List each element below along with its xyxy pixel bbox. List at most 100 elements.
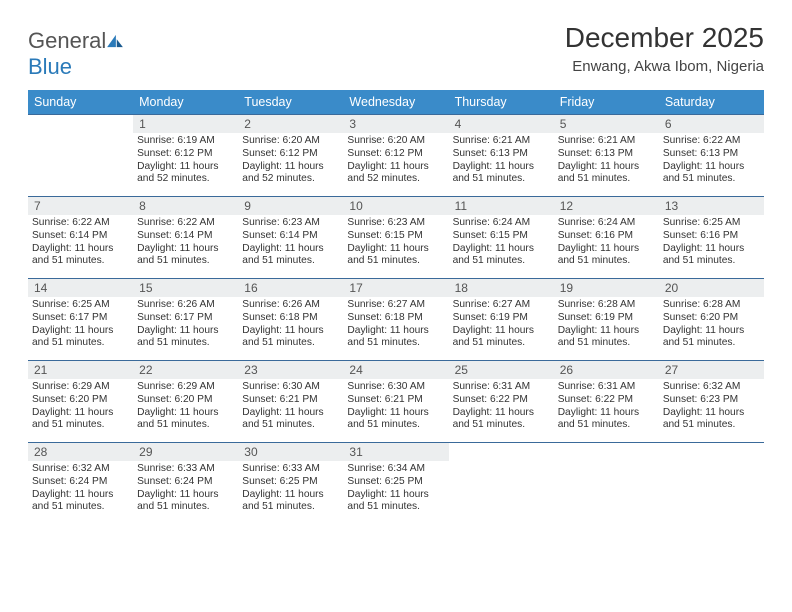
day-number: 5 xyxy=(554,115,659,133)
day-details: Sunrise: 6:30 AMSunset: 6:21 PMDaylight:… xyxy=(343,379,448,436)
calendar-cell: 14Sunrise: 6:25 AMSunset: 6:17 PMDayligh… xyxy=(28,279,133,361)
calendar-week-row: 14Sunrise: 6:25 AMSunset: 6:17 PMDayligh… xyxy=(28,279,764,361)
calendar-cell: 6Sunrise: 6:22 AMSunset: 6:13 PMDaylight… xyxy=(659,115,764,197)
day-details: Sunrise: 6:31 AMSunset: 6:22 PMDaylight:… xyxy=(449,379,554,436)
weekday-header: Monday xyxy=(133,90,238,115)
day-details: Sunrise: 6:32 AMSunset: 6:24 PMDaylight:… xyxy=(28,461,133,518)
day-details: Sunrise: 6:28 AMSunset: 6:20 PMDaylight:… xyxy=(659,297,764,354)
calendar-cell: 30Sunrise: 6:33 AMSunset: 6:25 PMDayligh… xyxy=(238,443,343,525)
day-details: Sunrise: 6:27 AMSunset: 6:19 PMDaylight:… xyxy=(449,297,554,354)
weekday-header: Tuesday xyxy=(238,90,343,115)
page-title: December 2025 xyxy=(565,22,764,54)
day-number: 11 xyxy=(449,197,554,215)
day-details: Sunrise: 6:19 AMSunset: 6:12 PMDaylight:… xyxy=(133,133,238,190)
day-details: Sunrise: 6:27 AMSunset: 6:18 PMDaylight:… xyxy=(343,297,448,354)
day-number: 4 xyxy=(449,115,554,133)
day-number: 13 xyxy=(659,197,764,215)
day-number: 3 xyxy=(343,115,448,133)
day-details: Sunrise: 6:28 AMSunset: 6:19 PMDaylight:… xyxy=(554,297,659,354)
calendar-cell: 9Sunrise: 6:23 AMSunset: 6:14 PMDaylight… xyxy=(238,197,343,279)
calendar-cell: 4Sunrise: 6:21 AMSunset: 6:13 PMDaylight… xyxy=(449,115,554,197)
calendar-cell xyxy=(659,443,764,525)
day-details: Sunrise: 6:22 AMSunset: 6:13 PMDaylight:… xyxy=(659,133,764,190)
weekday-header: Thursday xyxy=(449,90,554,115)
day-number: 27 xyxy=(659,361,764,379)
logo-word-1: General xyxy=(28,28,106,53)
day-number: 9 xyxy=(238,197,343,215)
calendar-cell: 22Sunrise: 6:29 AMSunset: 6:20 PMDayligh… xyxy=(133,361,238,443)
calendar-cell: 3Sunrise: 6:20 AMSunset: 6:12 PMDaylight… xyxy=(343,115,448,197)
calendar-cell: 29Sunrise: 6:33 AMSunset: 6:24 PMDayligh… xyxy=(133,443,238,525)
calendar-cell xyxy=(554,443,659,525)
day-number: 1 xyxy=(133,115,238,133)
day-number: 7 xyxy=(28,197,133,215)
day-number: 26 xyxy=(554,361,659,379)
day-details: Sunrise: 6:22 AMSunset: 6:14 PMDaylight:… xyxy=(28,215,133,272)
day-details: Sunrise: 6:29 AMSunset: 6:20 PMDaylight:… xyxy=(28,379,133,436)
calendar-cell: 20Sunrise: 6:28 AMSunset: 6:20 PMDayligh… xyxy=(659,279,764,361)
calendar-week-row: 21Sunrise: 6:29 AMSunset: 6:20 PMDayligh… xyxy=(28,361,764,443)
calendar-cell: 12Sunrise: 6:24 AMSunset: 6:16 PMDayligh… xyxy=(554,197,659,279)
weekday-header-row: SundayMondayTuesdayWednesdayThursdayFrid… xyxy=(28,90,764,115)
day-number: 29 xyxy=(133,443,238,461)
calendar-table: SundayMondayTuesdayWednesdayThursdayFrid… xyxy=(28,90,764,525)
calendar-cell: 5Sunrise: 6:21 AMSunset: 6:13 PMDaylight… xyxy=(554,115,659,197)
day-details: Sunrise: 6:26 AMSunset: 6:18 PMDaylight:… xyxy=(238,297,343,354)
day-details: Sunrise: 6:33 AMSunset: 6:25 PMDaylight:… xyxy=(238,461,343,518)
calendar-cell xyxy=(28,115,133,197)
day-number: 18 xyxy=(449,279,554,297)
day-details: Sunrise: 6:32 AMSunset: 6:23 PMDaylight:… xyxy=(659,379,764,436)
day-details: Sunrise: 6:23 AMSunset: 6:15 PMDaylight:… xyxy=(343,215,448,272)
day-number: 19 xyxy=(554,279,659,297)
day-details: Sunrise: 6:25 AMSunset: 6:17 PMDaylight:… xyxy=(28,297,133,354)
day-details: Sunrise: 6:20 AMSunset: 6:12 PMDaylight:… xyxy=(343,133,448,190)
weekday-header: Sunday xyxy=(28,90,133,115)
day-number: 28 xyxy=(28,443,133,461)
day-number: 6 xyxy=(659,115,764,133)
logo-word-2: Blue xyxy=(28,54,72,79)
day-number: 21 xyxy=(28,361,133,379)
location-label: Enwang, Akwa Ibom, Nigeria xyxy=(565,58,764,75)
logo: General Blue xyxy=(28,22,124,80)
day-details: Sunrise: 6:25 AMSunset: 6:16 PMDaylight:… xyxy=(659,215,764,272)
calendar-cell: 28Sunrise: 6:32 AMSunset: 6:24 PMDayligh… xyxy=(28,443,133,525)
day-details: Sunrise: 6:24 AMSunset: 6:15 PMDaylight:… xyxy=(449,215,554,272)
calendar-cell: 15Sunrise: 6:26 AMSunset: 6:17 PMDayligh… xyxy=(133,279,238,361)
day-number: 10 xyxy=(343,197,448,215)
day-number: 17 xyxy=(343,279,448,297)
calendar-cell xyxy=(449,443,554,525)
day-number: 24 xyxy=(343,361,448,379)
day-number: 2 xyxy=(238,115,343,133)
calendar-cell: 19Sunrise: 6:28 AMSunset: 6:19 PMDayligh… xyxy=(554,279,659,361)
calendar-cell: 7Sunrise: 6:22 AMSunset: 6:14 PMDaylight… xyxy=(28,197,133,279)
calendar-week-row: 7Sunrise: 6:22 AMSunset: 6:14 PMDaylight… xyxy=(28,197,764,279)
day-details: Sunrise: 6:20 AMSunset: 6:12 PMDaylight:… xyxy=(238,133,343,190)
calendar-cell: 13Sunrise: 6:25 AMSunset: 6:16 PMDayligh… xyxy=(659,197,764,279)
calendar-cell: 10Sunrise: 6:23 AMSunset: 6:15 PMDayligh… xyxy=(343,197,448,279)
day-details: Sunrise: 6:22 AMSunset: 6:14 PMDaylight:… xyxy=(133,215,238,272)
calendar-cell: 2Sunrise: 6:20 AMSunset: 6:12 PMDaylight… xyxy=(238,115,343,197)
calendar-cell: 16Sunrise: 6:26 AMSunset: 6:18 PMDayligh… xyxy=(238,279,343,361)
day-number: 15 xyxy=(133,279,238,297)
day-details: Sunrise: 6:29 AMSunset: 6:20 PMDaylight:… xyxy=(133,379,238,436)
sail-icon xyxy=(106,34,124,48)
calendar-cell: 26Sunrise: 6:31 AMSunset: 6:22 PMDayligh… xyxy=(554,361,659,443)
calendar-cell: 11Sunrise: 6:24 AMSunset: 6:15 PMDayligh… xyxy=(449,197,554,279)
weekday-header: Wednesday xyxy=(343,90,448,115)
calendar-cell: 18Sunrise: 6:27 AMSunset: 6:19 PMDayligh… xyxy=(449,279,554,361)
day-number: 30 xyxy=(238,443,343,461)
day-details: Sunrise: 6:30 AMSunset: 6:21 PMDaylight:… xyxy=(238,379,343,436)
day-number: 8 xyxy=(133,197,238,215)
calendar-week-row: 1Sunrise: 6:19 AMSunset: 6:12 PMDaylight… xyxy=(28,115,764,197)
calendar-cell: 23Sunrise: 6:30 AMSunset: 6:21 PMDayligh… xyxy=(238,361,343,443)
day-details: Sunrise: 6:21 AMSunset: 6:13 PMDaylight:… xyxy=(449,133,554,190)
calendar-cell: 8Sunrise: 6:22 AMSunset: 6:14 PMDaylight… xyxy=(133,197,238,279)
day-number: 12 xyxy=(554,197,659,215)
day-number: 31 xyxy=(343,443,448,461)
day-details: Sunrise: 6:21 AMSunset: 6:13 PMDaylight:… xyxy=(554,133,659,190)
day-number: 25 xyxy=(449,361,554,379)
calendar-cell: 31Sunrise: 6:34 AMSunset: 6:25 PMDayligh… xyxy=(343,443,448,525)
weekday-header: Saturday xyxy=(659,90,764,115)
weekday-header: Friday xyxy=(554,90,659,115)
calendar-cell: 27Sunrise: 6:32 AMSunset: 6:23 PMDayligh… xyxy=(659,361,764,443)
